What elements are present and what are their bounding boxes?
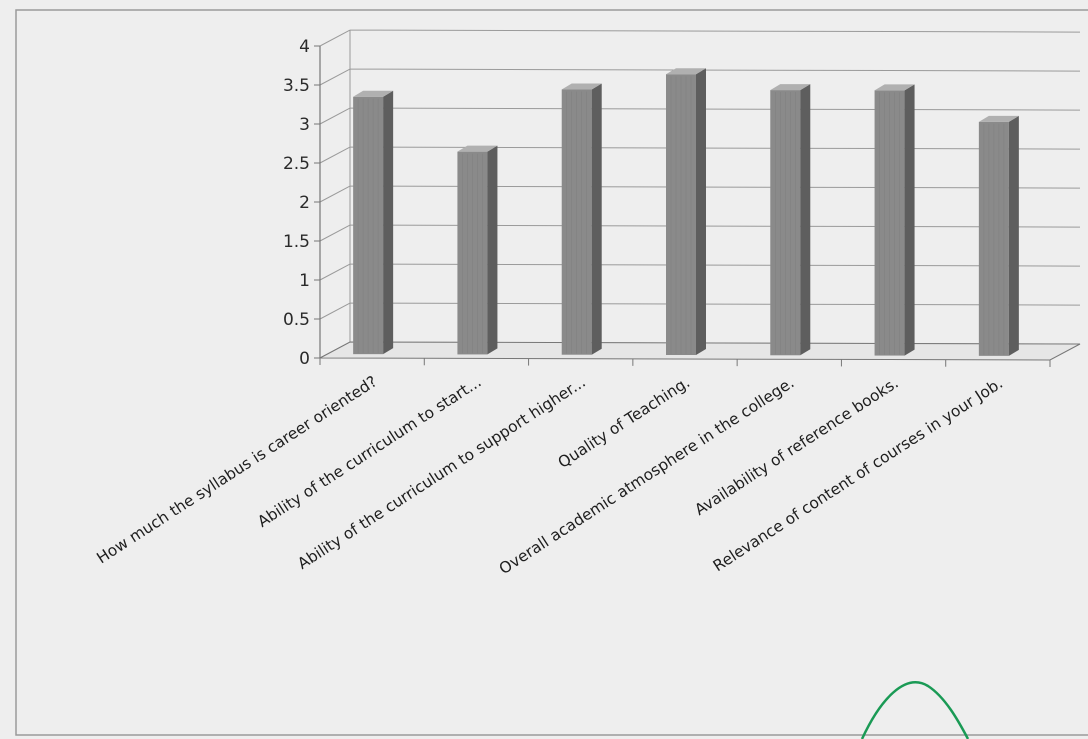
bar-top-1 — [457, 145, 498, 152]
gridline-side-1 — [319, 302, 351, 320]
gridline-6 — [349, 107, 1081, 111]
bar-side-1 — [487, 145, 498, 355]
y-tick-label-5: 2.5 — [283, 154, 310, 174]
bar-0 — [353, 90, 394, 355]
bar-5 — [874, 84, 915, 356]
y-tick-label-1: 0.5 — [283, 310, 310, 330]
gridline-side-6 — [319, 107, 351, 125]
bar-4 — [770, 84, 811, 356]
bar-1 — [457, 145, 498, 355]
bar-top-0 — [353, 90, 394, 97]
gridline-side-3 — [319, 224, 351, 242]
bar-side-4 — [800, 84, 811, 356]
y-axis-ticks: 0 0.5 1 1.5 2 2.5 3 3.5 4 — [283, 37, 320, 369]
bar-top-6 — [978, 115, 1019, 122]
bar-top-5 — [874, 84, 915, 91]
y-tick-label-6: 3 — [299, 115, 310, 135]
bar-top-3 — [666, 68, 706, 75]
bar-2 — [561, 83, 602, 355]
x-category-label-1: Ability of the curriculum to start... — [254, 373, 484, 531]
y-tick-label-2: 1 — [299, 271, 310, 291]
gridline-7 — [349, 68, 1081, 72]
bar-side-0 — [383, 90, 394, 355]
bar-6 — [978, 115, 1019, 356]
gridline-side-2 — [319, 263, 351, 281]
bar-top-4 — [770, 84, 811, 91]
gridline-8 — [349, 29, 1081, 33]
y-tick-label-7: 3.5 — [283, 76, 310, 96]
y-tick-label-4: 2 — [299, 193, 310, 213]
x-axis-labels: How much the syllabus is career oriented… — [94, 372, 1007, 578]
gridline-side-7 — [319, 68, 351, 86]
y-tick-label-8: 4 — [299, 37, 310, 57]
bar-3 — [666, 68, 706, 355]
bar-side-3 — [696, 68, 706, 355]
gridline-side-8 — [319, 29, 351, 47]
gridline-side-5 — [319, 146, 351, 164]
x-category-label-5: Availability of reference books. — [691, 374, 901, 519]
bar-top-2 — [561, 83, 602, 90]
gridline-5 — [349, 146, 1081, 150]
chart-border — [15, 9, 1088, 736]
bar-side-2 — [591, 83, 602, 355]
y-tick-label-0: 0 — [299, 349, 310, 369]
bars — [353, 68, 1019, 356]
bar-side-5 — [904, 84, 915, 356]
pen-mark-annotation — [860, 681, 970, 739]
y-tick-label-3: 1.5 — [283, 232, 310, 252]
gridline-side-4 — [319, 185, 351, 203]
bar-side-6 — [1008, 115, 1019, 356]
